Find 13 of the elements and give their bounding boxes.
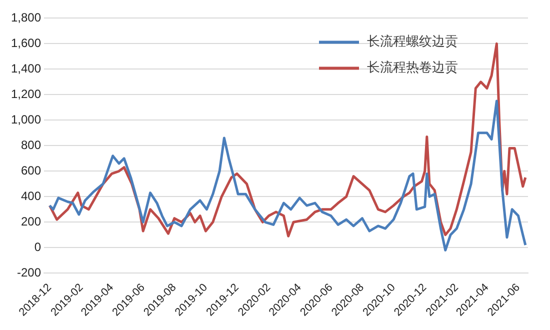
y-tick-label: 400 [21, 188, 42, 203]
y-tick-label: 800 [21, 138, 42, 152]
y-tick-label: 200 [21, 214, 42, 228]
y-tick-label: 1,200 [11, 86, 42, 101]
y-tick-label: 1,000 [11, 112, 42, 126]
y-tick-label: -200 [17, 265, 42, 280]
y-tick-label: 1,400 [11, 61, 42, 76]
y-tick-label: 1,800 [11, 10, 42, 25]
y-tick-label: 1,600 [11, 36, 42, 50]
y-tick-label: 600 [21, 163, 42, 178]
legend-label: 长流程热卷边贡 [367, 60, 458, 76]
legend-label: 长流程螺纹边贡 [367, 34, 458, 50]
y-tick-label: 0 [34, 240, 42, 254]
